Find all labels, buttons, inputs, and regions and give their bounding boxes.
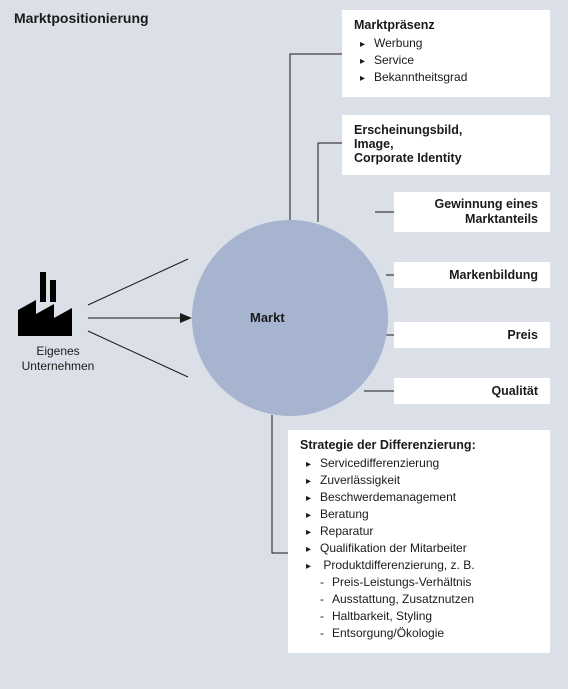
strategy-header: Strategie der Differenzierung: [300, 438, 538, 452]
identity-line2: Image, [354, 137, 394, 151]
box-strategy: Strategie der Differenzierung: Servicedi… [288, 430, 550, 653]
box-presence-header: Marktpräsenz [354, 18, 538, 32]
presence-item: Bekanntheitsgrad [360, 70, 538, 84]
brand-label: Markenbildung [449, 268, 538, 282]
factory-icon [16, 270, 88, 338]
strategy-item: Beschwerdemanagement [306, 490, 538, 504]
quality-label: Qualität [491, 384, 538, 398]
strategy-item-last: Produktdifferenzierung, z. B. Preis-Leis… [306, 558, 538, 640]
box-identity: Erscheinungsbild, Image, Corporate Ident… [342, 115, 550, 175]
box-presence: Marktpräsenz Werbung Service Bekanntheit… [342, 10, 550, 97]
company-label: Eigenes Unternehmen [14, 344, 102, 374]
company-label-line2: Unternehmen [22, 359, 95, 373]
identity-line3: Corporate Identity [354, 151, 462, 165]
strategy-last-label: Produktdifferenzierung, z. B. [323, 558, 474, 572]
box-price: Preis [394, 322, 550, 348]
diagram-canvas: Marktpositionierung Markt Eigenes Untern… [0, 0, 568, 689]
market-circle [192, 220, 388, 416]
presence-item: Werbung [360, 36, 538, 50]
strategy-subitem: Entsorgung/Ökologie [320, 626, 538, 640]
strategy-subitem: Preis-Leistungs-Verhältnis [320, 575, 538, 589]
share-line1: Gewinnung eines [435, 197, 539, 211]
presence-item: Service [360, 53, 538, 67]
strategy-item: Reparatur [306, 524, 538, 538]
company-label-line1: Eigenes [36, 344, 79, 358]
strategy-item: Beratung [306, 507, 538, 521]
strategy-item: Zuverlässigkeit [306, 473, 538, 487]
identity-line1: Erscheinungsbild, [354, 123, 462, 137]
strategy-item: Servicedifferenzierung [306, 456, 538, 470]
diagram-title: Marktpositionierung [14, 10, 149, 26]
strategy-subitem: Ausstattung, Zusatznutzen [320, 592, 538, 606]
box-quality: Qualität [394, 378, 550, 404]
share-line2: Marktanteils [465, 212, 538, 226]
strategy-subitem: Haltbarkeit, Styling [320, 609, 538, 623]
box-share: Gewinnung eines Marktanteils [394, 192, 550, 232]
market-circle-label: Markt [250, 310, 285, 325]
strategy-item: Qualifikation der Mitarbeiter [306, 541, 538, 555]
price-label: Preis [507, 328, 538, 342]
box-brand: Markenbildung [394, 262, 550, 288]
